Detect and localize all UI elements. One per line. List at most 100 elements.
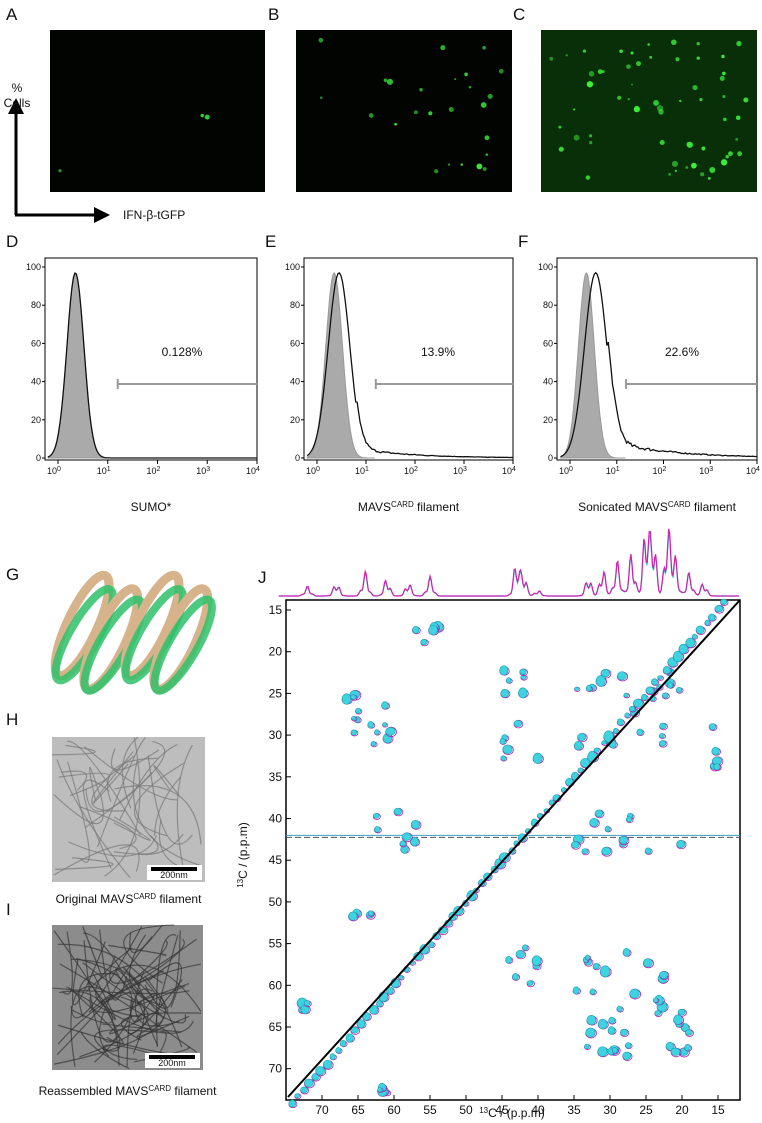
tick-base: 10 <box>246 466 256 476</box>
crosspeak <box>676 686 683 693</box>
crosspeak <box>676 840 686 849</box>
filament <box>120 1012 202 1041</box>
filament <box>82 962 187 1024</box>
crosspeak <box>584 1043 590 1050</box>
filament <box>108 1010 159 1035</box>
histogram-x-label-part: Sonicated MAVS <box>578 500 668 514</box>
helix-green <box>150 595 216 695</box>
cell <box>482 45 486 50</box>
micrograph-caption-part: filament <box>171 1084 217 1098</box>
crosspeak <box>626 816 633 823</box>
micrograph-caption-part: filament <box>156 892 202 906</box>
cell <box>558 125 562 129</box>
cell <box>485 153 489 156</box>
filament <box>153 776 182 836</box>
crosspeak <box>589 818 599 827</box>
histogram-x-label: Sonicated MAVSCARD filament <box>578 500 737 515</box>
crosspeak <box>399 840 406 847</box>
x-tick-label: 102 <box>404 466 418 477</box>
panel-label: C <box>513 5 525 24</box>
cell <box>428 111 433 116</box>
y-tick-label: 20 <box>269 645 283 659</box>
tick-exp: 3 <box>463 466 467 473</box>
crosspeak <box>620 1028 628 1036</box>
crosspeak <box>304 1078 314 1088</box>
crosspeak <box>350 729 357 736</box>
scale-label: 200nm <box>160 870 188 880</box>
histogram-x-label-part: MAVS <box>358 500 391 514</box>
micrograph-caption-part: Original MAVS <box>56 892 134 906</box>
crosspeak <box>303 1000 311 1007</box>
crosspeak <box>623 692 629 698</box>
x-tick-label: 65 <box>351 1103 365 1117</box>
crosspeak <box>499 852 510 862</box>
tick-base: 10 <box>306 466 316 476</box>
cell <box>549 56 554 61</box>
tick-base: 10 <box>502 466 512 476</box>
crosspeak <box>531 955 542 966</box>
crosspeak <box>428 624 438 636</box>
crosspeak <box>585 685 592 692</box>
crosspeak <box>645 686 655 695</box>
cell <box>721 54 725 59</box>
crosspeak <box>585 954 590 961</box>
tick-exp: 0 <box>57 466 61 473</box>
crosspeak <box>599 965 611 978</box>
gate-percent: 22.6% <box>665 345 699 359</box>
crosspeak <box>577 733 587 741</box>
crosspeak <box>659 971 668 979</box>
y-tick-label: 80 <box>290 300 300 310</box>
scale-bar <box>149 1055 195 1059</box>
cell <box>659 140 665 145</box>
control-histogram <box>306 272 375 459</box>
y-tick-label: 60 <box>269 978 283 992</box>
crosspeak <box>672 650 683 663</box>
crosspeak <box>355 707 362 714</box>
crosspeak <box>329 1053 336 1060</box>
cell <box>476 163 483 170</box>
crosspeak <box>345 1033 354 1043</box>
crosspeak <box>662 692 669 699</box>
cell <box>728 151 733 157</box>
cell <box>582 49 587 53</box>
cell <box>649 55 653 59</box>
crosspeak <box>512 973 519 981</box>
tick-base: 10 <box>559 466 569 476</box>
y-tick-label: 60 <box>31 338 41 348</box>
crosspeak <box>410 819 421 830</box>
cell <box>636 61 642 67</box>
tick-exp: 4 <box>512 466 516 473</box>
panel-label: B <box>268 5 279 24</box>
y-tick-label: 70 <box>269 1062 283 1076</box>
cell <box>691 162 697 169</box>
crosspeak <box>704 619 710 626</box>
scale-label: 200nm <box>158 1058 186 1068</box>
label-part: C / (p.p.m) <box>236 822 250 879</box>
filament <box>89 985 186 1014</box>
tick-base: 10 <box>606 466 616 476</box>
cell <box>679 99 682 103</box>
crosspeak <box>574 686 579 691</box>
tick-base: 10 <box>699 466 709 476</box>
histogram-x-label-part: filament <box>414 500 460 514</box>
crosspeak <box>714 605 724 613</box>
cell <box>675 57 680 62</box>
crosspeak <box>385 727 396 736</box>
crosspeak <box>625 1042 632 1049</box>
crosspeak <box>613 727 619 734</box>
crosspeak <box>351 716 357 721</box>
crosspeak <box>517 833 527 843</box>
filament <box>155 934 177 1047</box>
y-tick-label: 65 <box>269 1020 283 1034</box>
cell <box>696 56 700 60</box>
crosspeak <box>571 841 580 849</box>
crosspeak <box>532 752 543 764</box>
y-tick-label: 40 <box>31 377 41 387</box>
crosspeak <box>617 718 624 726</box>
crosspeak <box>522 944 529 951</box>
filament <box>110 748 160 771</box>
crosspeak <box>537 813 543 818</box>
tick-base: 10 <box>196 466 206 476</box>
filament <box>52 987 190 995</box>
